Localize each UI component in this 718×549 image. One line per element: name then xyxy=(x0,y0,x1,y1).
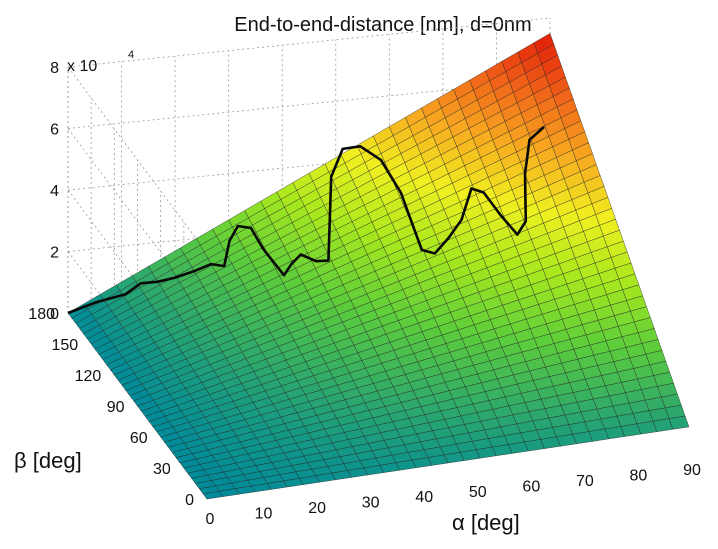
grid-line-z-back-2 xyxy=(67,140,551,191)
x-tick-label: 20 xyxy=(308,500,326,517)
y-tick-label: 150 xyxy=(51,337,78,354)
z-tick-label: 2 xyxy=(50,245,59,262)
y-tick-label: 30 xyxy=(153,461,171,478)
y-tick-label: 0 xyxy=(185,492,194,509)
x-axis-label: α [deg] xyxy=(452,510,520,535)
z-tick-label: 6 xyxy=(50,122,59,139)
path-line-layer xyxy=(67,125,545,315)
y-tick-label: 120 xyxy=(75,368,102,385)
x-tick-label: 10 xyxy=(255,506,273,523)
surface-mesh xyxy=(67,33,690,500)
chart-title: End-to-end-distance [nm], d=0nm xyxy=(234,14,531,36)
y-tick-label: 60 xyxy=(130,430,148,447)
x-tick-label: 50 xyxy=(469,484,487,501)
x-tick-label: 90 xyxy=(683,462,701,479)
y-tick-label: 180 xyxy=(28,306,55,323)
x-tick-label: 40 xyxy=(415,489,433,506)
y-axis-label: β [deg] xyxy=(14,448,82,473)
grid-line-z-back-4 xyxy=(67,17,551,68)
surface-cell xyxy=(668,415,690,430)
z-tick-label: 4 xyxy=(50,183,59,200)
x-tick-label: 0 xyxy=(206,511,215,528)
grid-line-z-left-3 xyxy=(67,128,208,315)
x-tick-label: 30 xyxy=(362,495,380,512)
z-tick-label: 0 xyxy=(50,306,59,323)
z-multiplier-exponent: 4 xyxy=(128,49,134,61)
grid-line-z-left-4 xyxy=(67,66,208,254)
x-tick-label: 70 xyxy=(576,473,594,490)
x-tick-label: 80 xyxy=(630,467,648,484)
grid-line-z-back-3 xyxy=(67,79,551,129)
z-tick-label: 8 xyxy=(50,60,59,77)
path-line xyxy=(67,125,545,315)
grid-line-z-back-1 xyxy=(67,202,551,252)
z-multiplier-label: x 10 xyxy=(67,58,97,75)
x-tick-label: 60 xyxy=(522,478,540,495)
y-tick-label: 90 xyxy=(107,399,125,416)
